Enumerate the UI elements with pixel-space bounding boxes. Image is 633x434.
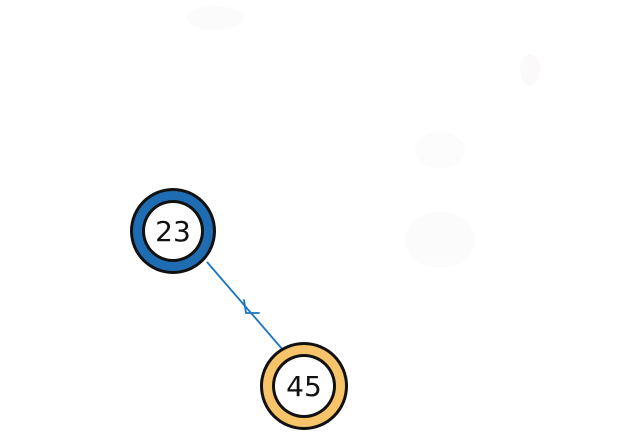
- node-23[interactable]: 23: [130, 188, 216, 274]
- node-45[interactable]: 45: [260, 342, 348, 430]
- edge-45-to-23: [206, 261, 284, 351]
- node-45-label: 45: [286, 370, 322, 403]
- background-smudges: [187, 6, 540, 268]
- node-23-label: 23: [155, 215, 191, 248]
- arrowhead-icon: [243, 299, 260, 314]
